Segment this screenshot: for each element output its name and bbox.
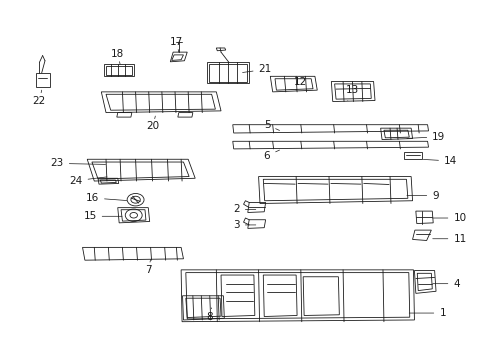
Text: 16: 16 <box>85 193 126 203</box>
Text: 5: 5 <box>263 120 279 130</box>
Text: 22: 22 <box>33 90 46 105</box>
Text: 24: 24 <box>69 176 107 186</box>
Text: 1: 1 <box>408 308 445 318</box>
Text: 3: 3 <box>233 220 255 230</box>
Text: 15: 15 <box>83 211 122 221</box>
Text: 21: 21 <box>242 64 271 75</box>
Text: 19: 19 <box>406 132 445 142</box>
Text: 7: 7 <box>144 260 151 275</box>
Text: 23: 23 <box>50 158 105 168</box>
Text: 14: 14 <box>423 156 456 166</box>
Text: 8: 8 <box>205 308 212 321</box>
Text: 13: 13 <box>345 85 358 100</box>
Text: 2: 2 <box>233 204 255 214</box>
Text: 12: 12 <box>294 77 307 90</box>
Text: 4: 4 <box>432 279 459 289</box>
Text: 6: 6 <box>263 150 279 161</box>
Text: 11: 11 <box>432 234 466 244</box>
Text: 9: 9 <box>406 190 438 201</box>
Text: 20: 20 <box>146 116 159 131</box>
Text: 18: 18 <box>111 49 124 64</box>
Text: 17: 17 <box>169 37 183 52</box>
Text: 10: 10 <box>432 213 466 223</box>
